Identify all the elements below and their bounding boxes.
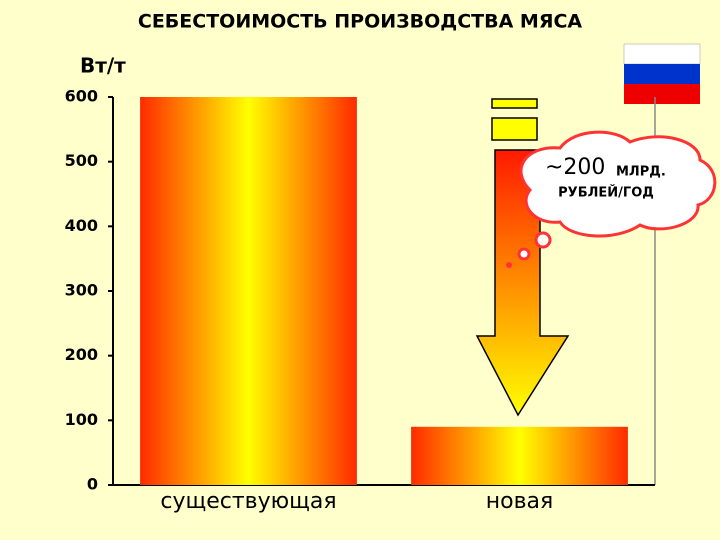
annotation: ~200 [545,155,605,180]
y-tick-label: 500 [65,151,98,170]
x-tick-label: существующая [160,489,336,514]
flag [623,43,701,104]
y-tick-label: 400 [65,216,98,235]
x-tick-label: новая [486,489,554,514]
arrow [475,98,570,417]
chart-title: СЕБЕСТОИМОСТЬ ПРОИЗВОДСТВА МЯСА [138,11,583,33]
bar [411,426,628,485]
annotation: РУБЛЕЙ/ГОД [558,185,654,201]
callout: ~200 МЛРД. РУБЛЕЙ/ГОД [506,130,717,268]
annotation: МЛРД. [616,165,666,180]
y-tick-label: 100 [65,410,98,429]
y-tick-label: 200 [65,345,98,364]
bar [140,97,357,485]
y-tick-label: 0 [87,475,98,494]
y-tick-label: 600 [65,87,98,106]
y-tick-label: 300 [65,281,98,300]
y-axis-label: Вт/т [80,54,126,78]
